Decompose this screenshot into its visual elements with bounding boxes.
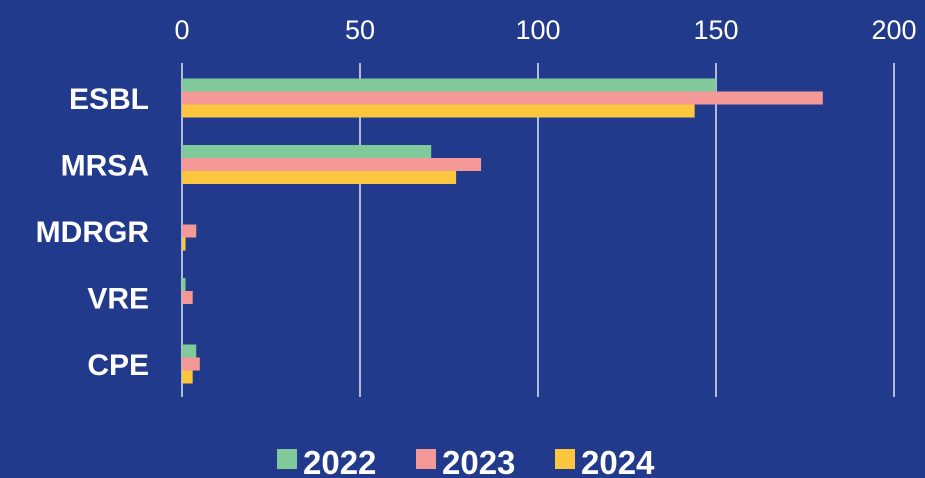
legend-label-2023: 2023 — [442, 444, 515, 478]
bar-mrsa-2024 — [182, 171, 457, 184]
legend: 2022 2023 2024 — [277, 444, 655, 478]
bar-mdrgr-2024 — [182, 237, 186, 251]
category-labels: ESBL MRSA MDRGR VRE CPE — [36, 83, 150, 382]
x-axis-tick-labels: 0 50 100 150 200 — [174, 15, 916, 45]
legend-label-2024: 2024 — [581, 444, 655, 478]
category-label: CPE — [87, 349, 149, 382]
category-label: ESBL — [69, 83, 149, 116]
bar-cpe-2023 — [182, 357, 200, 371]
bar-mdrgr-2023 — [182, 224, 197, 238]
grid-layer — [181, 63, 895, 397]
bar-esbl-2024 — [182, 104, 695, 118]
bar-vre-2023 — [182, 291, 193, 304]
legend-swatch-2023 — [416, 449, 436, 469]
x-tick-label: 50 — [345, 15, 375, 45]
bar-vre-2022 — [182, 278, 186, 291]
bar-esbl-2022 — [182, 78, 716, 92]
category-label: MDRGR — [36, 216, 150, 249]
bar-esbl-2023 — [182, 91, 823, 105]
x-tick-label: 0 — [174, 15, 189, 45]
category-label: MRSA — [61, 150, 149, 183]
bar-cpe-2022 — [182, 344, 197, 358]
legend-swatch-2024 — [555, 449, 575, 469]
x-tick-label: 200 — [871, 15, 916, 45]
legend-swatch-2022 — [277, 449, 297, 469]
bar-cpe-2024 — [182, 370, 193, 384]
x-tick-label: 150 — [693, 15, 738, 45]
legend-label-2022: 2022 — [303, 444, 376, 478]
x-tick-label: 100 — [515, 15, 560, 45]
bar-mrsa-2022 — [182, 145, 432, 158]
category-label: VRE — [87, 283, 149, 316]
bar-mrsa-2023 — [182, 158, 482, 171]
bars-layer — [182, 78, 823, 384]
